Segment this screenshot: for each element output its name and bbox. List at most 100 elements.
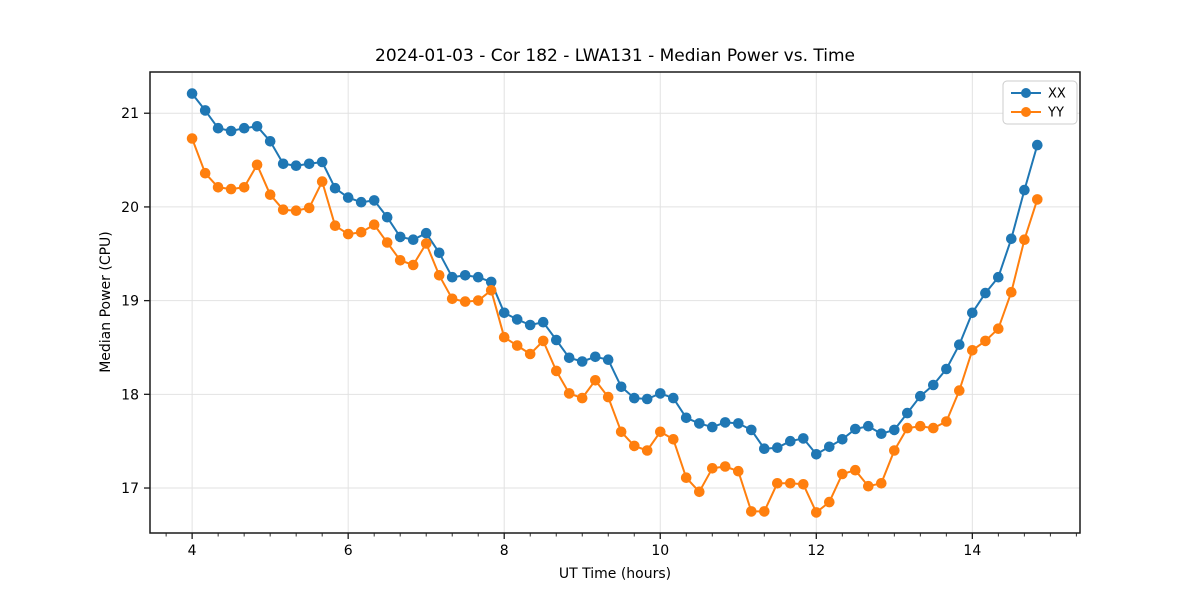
data-point-yy <box>459 296 471 307</box>
data-point-yy <box>733 465 744 477</box>
x-axis-label: UT Time (hours) <box>559 566 671 582</box>
data-point-yy <box>707 463 718 474</box>
data-point-yy <box>876 478 887 489</box>
data-point-xx <box>511 314 523 325</box>
data-point-yy <box>837 468 848 480</box>
y-axis-label: Median Power (CPU) <box>98 231 114 373</box>
data-point-yy <box>655 426 666 438</box>
chart-title: 2024-01-03 - Cor 182 - LWA131 - Median P… <box>375 46 855 66</box>
data-point-yy <box>954 385 965 396</box>
data-point-yy <box>381 237 393 248</box>
y-tick-label: 21 <box>121 106 139 122</box>
series-line-yy <box>191 137 1039 514</box>
data-point-yy <box>498 331 510 343</box>
data-point-xx <box>186 88 198 99</box>
data-point-xx <box>407 234 419 245</box>
data-point-xx <box>381 211 393 223</box>
data-point-xx <box>303 158 315 170</box>
data-point-xx <box>394 231 406 243</box>
data-point-yy <box>772 478 783 489</box>
data-point-xx <box>420 227 432 239</box>
data-point-yy <box>811 507 822 518</box>
x-tick-label: 6 <box>344 543 353 559</box>
data-point-yy <box>615 426 627 438</box>
data-point-yy <box>980 335 991 347</box>
data-point-xx <box>316 156 328 168</box>
data-point-yy <box>902 422 913 434</box>
data-point-yy <box>576 392 588 404</box>
y-tick-label: 20 <box>121 200 139 216</box>
data-point-yy <box>590 375 601 386</box>
data-point-yy <box>746 506 757 517</box>
data-point-yy <box>251 159 263 171</box>
data-point-xx <box>668 392 679 404</box>
y-tick-label: 19 <box>121 294 139 310</box>
data-point-yy <box>602 391 614 403</box>
data-point-yy <box>329 220 341 231</box>
data-point-xx <box>563 352 575 364</box>
data-point-xx <box>472 271 484 283</box>
data-point-yy <box>342 228 354 240</box>
plot-border <box>149 71 1081 534</box>
data-point-xx <box>264 136 276 147</box>
data-point-xx <box>615 381 627 393</box>
data-point-yy <box>225 183 237 195</box>
data-point-yy <box>264 189 276 200</box>
data-point-xx <box>551 334 562 346</box>
data-point-yy <box>928 422 939 434</box>
y-tick-label: 18 <box>121 387 139 403</box>
data-point-xx <box>329 182 341 194</box>
legend-item-xx: XX <box>1011 87 1066 102</box>
data-point-yy <box>850 464 861 476</box>
data-point-xx <box>993 271 1004 283</box>
data-point-xx <box>342 192 354 203</box>
axes-layer: 4 6 8 10 12 14 17 18 19 20 21 <box>121 71 1081 559</box>
data-point-yy <box>551 365 562 377</box>
data-point-xx <box>889 424 900 436</box>
data-point-yy <box>407 259 419 271</box>
data-point-yy <box>303 202 315 214</box>
data-point-xx <box>785 435 796 447</box>
data-point-yy <box>785 478 796 489</box>
data-point-xx <box>1032 139 1043 151</box>
data-point-xx <box>498 307 510 319</box>
data-point-xx <box>1019 184 1030 196</box>
data-point-xx <box>759 443 770 455</box>
data-point-xx <box>902 407 913 419</box>
legend-box <box>1002 80 1078 125</box>
data-point-yy <box>212 182 224 193</box>
x-tick-label: 4 <box>188 543 197 559</box>
x-tick-label: 14 <box>963 543 981 559</box>
data-point-yy <box>824 496 835 508</box>
grid-layer <box>150 72 1080 533</box>
data-point-xx <box>485 276 497 288</box>
data-point-yy <box>537 335 549 347</box>
data-point-xx <box>733 418 744 429</box>
x-tick-label: 10 <box>651 543 669 559</box>
data-point-xx <box>941 363 952 375</box>
data-point-xx <box>850 423 861 435</box>
data-point-yy <box>1032 194 1043 205</box>
data-point-xx <box>590 351 601 363</box>
legend: XX YY <box>1002 80 1078 125</box>
data-point-xx <box>967 307 978 319</box>
data-point-yy <box>1019 234 1030 245</box>
data-point-yy <box>863 480 874 492</box>
data-point-yy <box>446 293 458 305</box>
series-layer <box>186 88 1043 518</box>
data-point-xx <box>863 420 874 432</box>
data-point-xx <box>225 125 237 137</box>
data-point-xx <box>1006 233 1017 245</box>
data-point-yy <box>941 416 952 427</box>
data-point-yy <box>316 176 328 187</box>
data-point-xx <box>824 441 835 453</box>
data-point-xx <box>459 270 471 281</box>
data-point-xx <box>602 354 614 366</box>
data-point-xx <box>277 158 289 170</box>
data-point-yy <box>993 323 1004 335</box>
data-point-yy <box>641 445 653 456</box>
data-point-xx <box>707 421 718 433</box>
data-point-xx <box>212 122 224 134</box>
